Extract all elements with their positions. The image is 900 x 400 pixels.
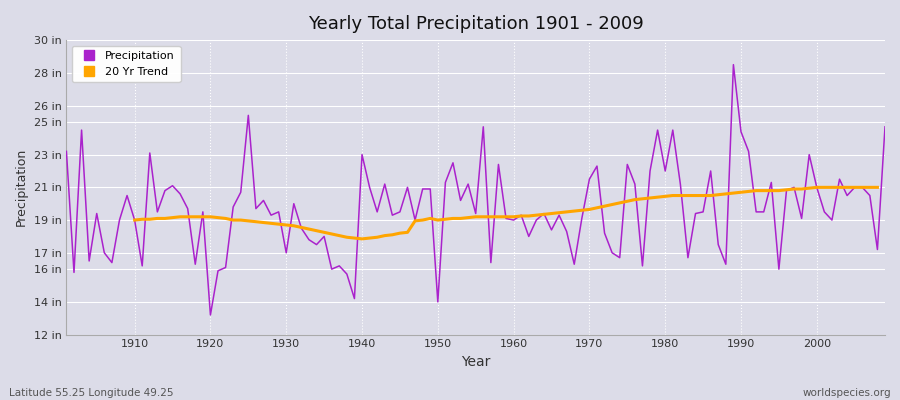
- X-axis label: Year: Year: [461, 355, 491, 369]
- Text: worldspecies.org: worldspecies.org: [803, 388, 891, 398]
- Text: Latitude 55.25 Longitude 49.25: Latitude 55.25 Longitude 49.25: [9, 388, 174, 398]
- Title: Yearly Total Precipitation 1901 - 2009: Yearly Total Precipitation 1901 - 2009: [308, 15, 644, 33]
- Y-axis label: Precipitation: Precipitation: [15, 148, 28, 226]
- Legend: Precipitation, 20 Yr Trend: Precipitation, 20 Yr Trend: [72, 46, 181, 82]
